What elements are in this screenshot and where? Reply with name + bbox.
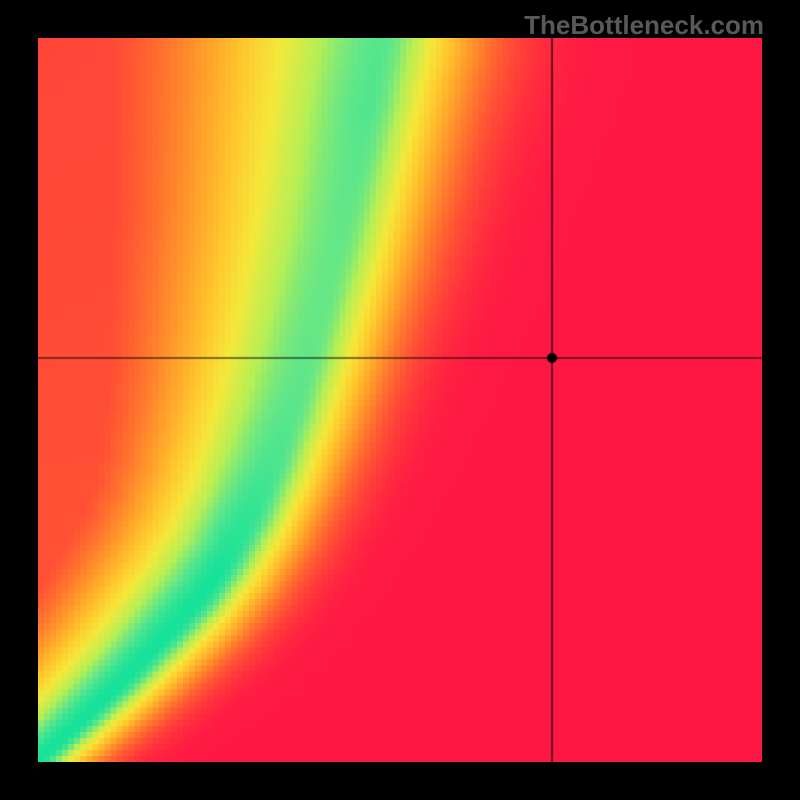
chart-container: TheBottleneck.com	[0, 0, 800, 800]
bottleneck-heatmap	[38, 38, 762, 762]
watermark-text: TheBottleneck.com	[524, 10, 764, 41]
